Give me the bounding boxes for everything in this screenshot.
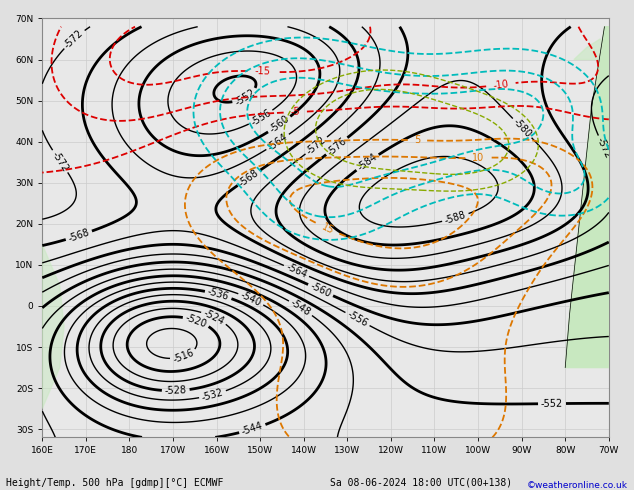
Text: -568: -568	[67, 227, 91, 244]
Text: -516: -516	[172, 348, 196, 365]
Text: 5: 5	[414, 135, 420, 146]
Text: -536: -536	[207, 287, 230, 302]
Text: -5: -5	[290, 107, 300, 117]
Text: 10: 10	[472, 153, 484, 163]
Text: -548: -548	[288, 298, 313, 318]
Text: -10: -10	[493, 79, 509, 91]
Text: -528: -528	[164, 385, 187, 396]
Text: -560: -560	[309, 281, 333, 299]
Text: -564: -564	[266, 132, 290, 152]
Text: -588: -588	[443, 210, 467, 226]
Text: 15: 15	[320, 221, 335, 236]
Text: -556: -556	[346, 309, 370, 329]
Text: -572: -572	[304, 135, 328, 156]
Text: -520: -520	[184, 312, 209, 329]
Text: -552: -552	[541, 398, 563, 409]
Polygon shape	[574, 39, 609, 60]
Text: -580: -580	[511, 117, 533, 140]
Polygon shape	[42, 245, 64, 409]
Text: -15: -15	[254, 66, 271, 77]
Text: ©weatheronline.co.uk: ©weatheronline.co.uk	[527, 481, 628, 490]
Text: -584: -584	[356, 152, 379, 173]
Text: -572: -572	[63, 28, 86, 50]
Text: -560: -560	[268, 114, 291, 135]
Text: -540: -540	[239, 290, 263, 308]
Text: Height/Temp. 500 hPa [gdmp][°C] ECMWF: Height/Temp. 500 hPa [gdmp][°C] ECMWF	[6, 478, 224, 488]
Text: -572: -572	[595, 135, 613, 160]
Text: -564: -564	[285, 262, 309, 280]
Polygon shape	[566, 27, 609, 367]
Text: -552: -552	[233, 87, 257, 107]
Text: -524: -524	[202, 308, 226, 327]
Text: -576: -576	[325, 135, 349, 157]
Text: Sa 08-06-2024 18:00 UTC(00+138): Sa 08-06-2024 18:00 UTC(00+138)	[330, 478, 512, 488]
Text: -532: -532	[201, 387, 224, 403]
Text: -544: -544	[240, 421, 264, 437]
Text: -556: -556	[249, 107, 273, 128]
Text: -568: -568	[237, 167, 261, 188]
Text: -572: -572	[50, 149, 70, 173]
